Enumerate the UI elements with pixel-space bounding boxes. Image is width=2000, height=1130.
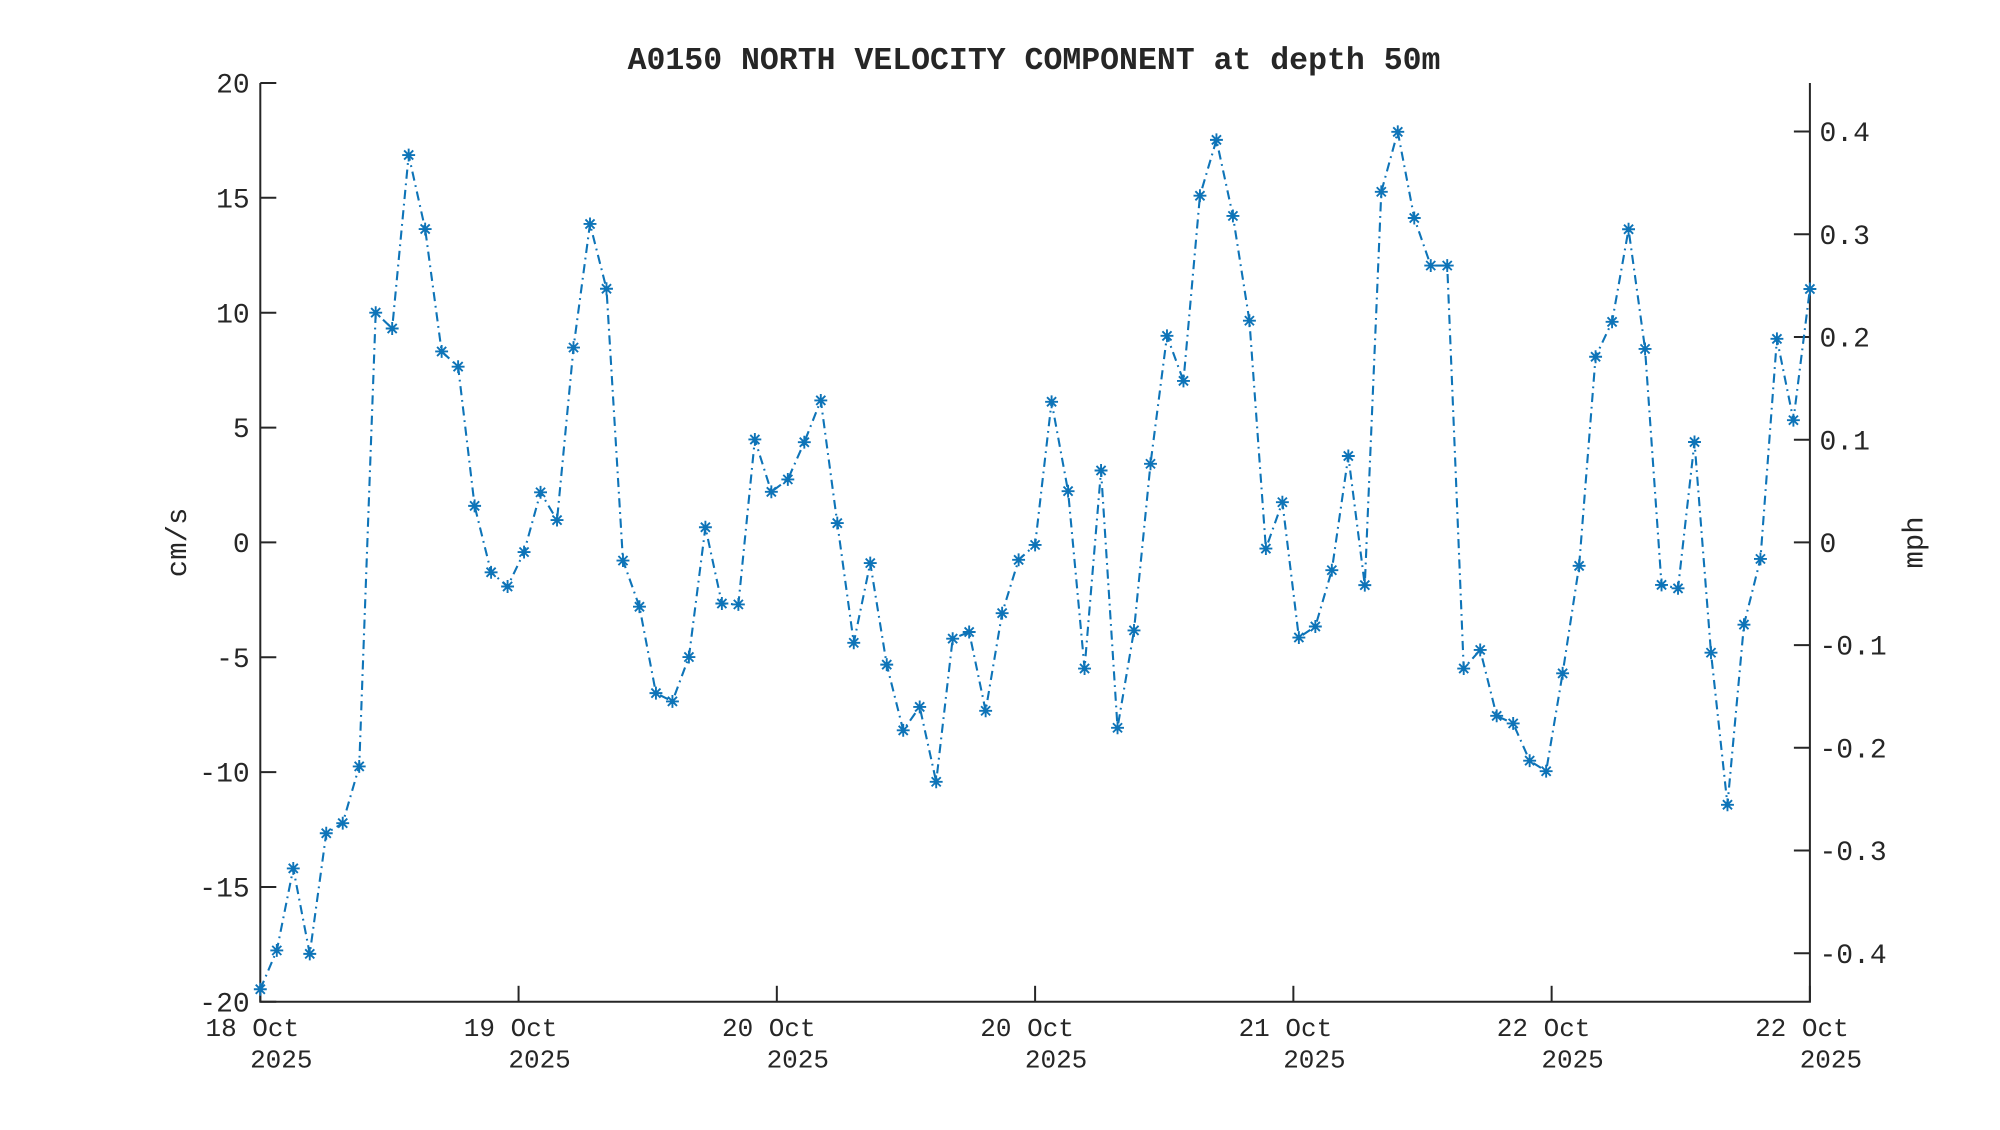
svg-text:mph: mph <box>1899 516 1932 568</box>
svg-text:cm/s: cm/s <box>162 508 195 578</box>
svg-text:2025: 2025 <box>250 1046 312 1076</box>
svg-text:-5: -5 <box>216 645 250 676</box>
svg-text:2025: 2025 <box>1283 1046 1345 1076</box>
svg-text:20 Oct: 20 Oct <box>980 1014 1074 1044</box>
svg-text:0: 0 <box>1820 530 1837 561</box>
svg-text:2025: 2025 <box>1541 1046 1603 1076</box>
svg-text:0.1: 0.1 <box>1820 427 1870 458</box>
svg-text:22 Oct: 22 Oct <box>1497 1014 1591 1044</box>
svg-text:-0.3: -0.3 <box>1820 838 1887 869</box>
svg-text:22 Oct: 22 Oct <box>1755 1014 1849 1044</box>
svg-text:0.2: 0.2 <box>1820 325 1870 356</box>
svg-text:-0.2: -0.2 <box>1820 735 1887 766</box>
svg-text:5: 5 <box>233 415 250 446</box>
svg-text:20 Oct: 20 Oct <box>722 1014 816 1044</box>
svg-text:-15: -15 <box>199 875 249 906</box>
svg-text:21 Oct: 21 Oct <box>1239 1014 1333 1044</box>
svg-text:0.4: 0.4 <box>1820 119 1870 150</box>
svg-text:A0150 NORTH VELOCITY COMPONENT: A0150 NORTH VELOCITY COMPONENT at depth … <box>628 44 1441 79</box>
svg-text:2025: 2025 <box>1025 1046 1087 1076</box>
svg-text:2025: 2025 <box>767 1046 829 1076</box>
svg-text:-0.1: -0.1 <box>1820 633 1887 664</box>
svg-text:0.3: 0.3 <box>1820 222 1870 253</box>
svg-text:18 Oct: 18 Oct <box>205 1014 299 1044</box>
svg-text:10: 10 <box>216 300 250 331</box>
svg-text:2025: 2025 <box>508 1046 570 1076</box>
svg-text:-0.4: -0.4 <box>1820 941 1887 972</box>
svg-text:0: 0 <box>233 530 250 561</box>
svg-text:15: 15 <box>216 185 250 216</box>
svg-text:19 Oct: 19 Oct <box>464 1014 558 1044</box>
svg-text:2025: 2025 <box>1800 1046 1862 1076</box>
svg-text:-20: -20 <box>199 989 249 1020</box>
svg-text:20: 20 <box>216 71 250 102</box>
svg-text:-10: -10 <box>199 760 249 791</box>
